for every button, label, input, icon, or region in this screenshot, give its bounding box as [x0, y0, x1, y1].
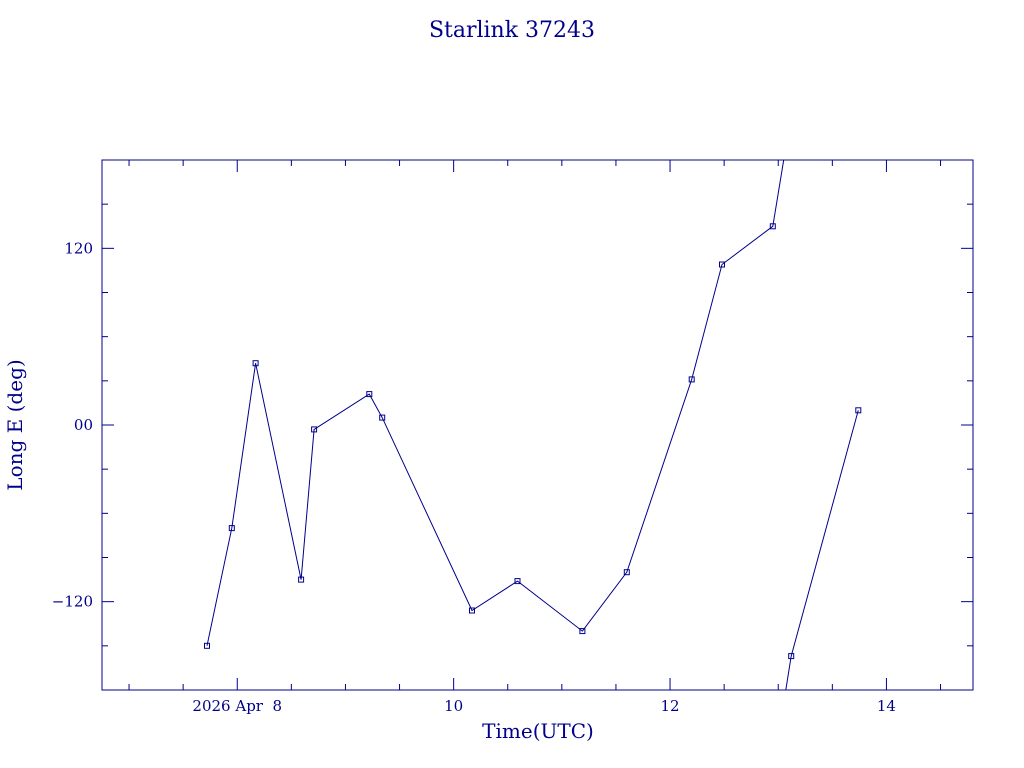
data-point-marker [204, 642, 210, 649]
data-point-marker [688, 376, 695, 383]
y-tick-label: −120 [52, 593, 93, 611]
data-point-marker [379, 414, 386, 421]
data-point-marker [366, 391, 373, 398]
data-point-marker [298, 576, 305, 583]
data-point-marker [623, 569, 630, 576]
data-point-marker [579, 628, 586, 635]
data-point-marker [769, 223, 776, 230]
x-tick-label: 14 [877, 697, 896, 715]
x-tick-label: 10 [444, 697, 463, 715]
data-point-marker [311, 426, 318, 433]
y-axis-label: Long E (deg) [3, 359, 27, 490]
data-point-marker [788, 653, 795, 660]
series-line-segment [206, 159, 785, 646]
data-point-marker [719, 261, 725, 268]
plot-frame [101, 159, 974, 691]
data-point-marker [252, 360, 259, 367]
series-markers [204, 223, 862, 660]
data-point-marker [469, 607, 475, 614]
chart-title: Starlink 37243 [429, 18, 595, 43]
axis-ticks [102, 160, 973, 690]
x-axis-label: Time(UTC) [482, 719, 594, 743]
x-tick-label: 2026 Apr 8 [192, 697, 282, 715]
data-point-marker [514, 578, 521, 585]
series-line-segment [785, 410, 859, 691]
data-point-marker [228, 525, 235, 532]
y-tick-label: 120 [64, 239, 93, 257]
tick-labels: 2026 Apr 8 10 12 14 120 00 −120 [52, 239, 896, 715]
data-point-marker [855, 407, 862, 414]
series-lines [206, 159, 859, 691]
y-tick-label: 00 [74, 416, 93, 434]
x-tick-label: 12 [660, 697, 679, 715]
